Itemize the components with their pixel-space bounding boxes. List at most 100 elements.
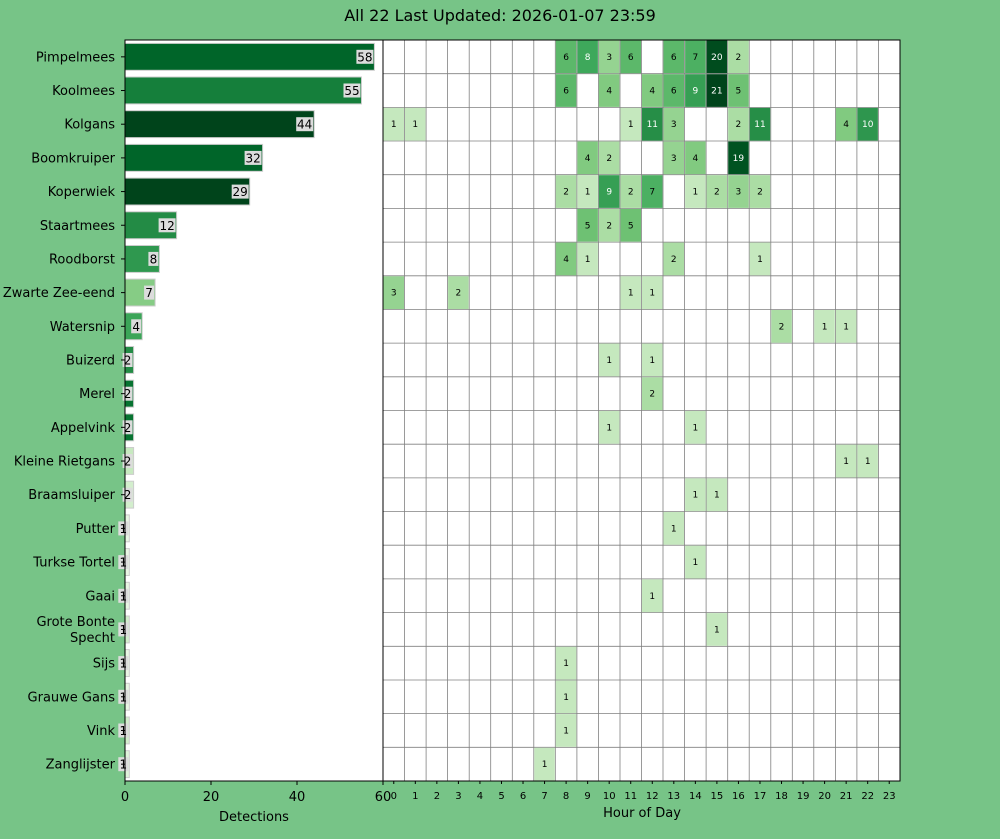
bar [124, 177, 251, 206]
heatmap-cell-value: 7 [693, 53, 699, 63]
species-label: Kleine Rietgans [14, 455, 115, 470]
heatmap-cell-value: 1 [585, 188, 591, 198]
heatmap-cell [685, 40, 706, 74]
heatmap-cell [598, 175, 620, 208]
heatmap-cell [620, 40, 641, 74]
bar-x-axis-label: Detections [219, 810, 289, 825]
species-label: Boomkruiper [31, 151, 115, 166]
bar-count-label: 2 [124, 488, 132, 502]
species-label: Zanglijster [46, 758, 116, 773]
heatmap-cell-value: 11 [754, 120, 765, 130]
heatmap-cell [835, 107, 857, 141]
bar-x-tick-label: 0 [121, 790, 129, 805]
hour-tick-label: 18 [775, 791, 788, 802]
heatmap-cell-value: 21 [711, 87, 722, 97]
heatmap-cell-value: 2 [736, 120, 742, 130]
bar-count-label: 1 [119, 522, 127, 536]
heatmap-cell-value: 1 [563, 693, 569, 703]
heatmap-cell [577, 208, 598, 242]
bar-count-label: 4 [132, 320, 140, 334]
heatmap-cell [555, 74, 577, 107]
bar-count-label-bg [158, 218, 176, 233]
bar-count-label-bg [122, 487, 133, 502]
heatmap-cell-value: 1 [649, 592, 655, 602]
heatmap-cell [749, 107, 771, 141]
bar [124, 110, 315, 139]
heatmap-cell [555, 680, 577, 714]
bar-count-label: 1 [119, 724, 127, 738]
bar-count-label: 55 [344, 84, 359, 98]
bar-count-label-bg [122, 454, 133, 468]
bar-count-label: 32 [245, 151, 260, 165]
axes-layer: Pimpelmees Koolmees Kolgans Boomkruiper Kope… [3, 39, 901, 805]
heatmap-cell [598, 40, 620, 74]
heatmap-cell-value: 2 [606, 221, 612, 231]
heatmap-cell-value: 3 [671, 154, 677, 164]
heatmap-cell-value: 1 [542, 760, 548, 770]
heatmap-cell [642, 377, 663, 410]
heatmap-cell-value: 4 [606, 87, 612, 97]
hour-tick-label: 22 [861, 791, 874, 802]
heatmap-cell [706, 175, 728, 208]
hour-tick-label: 21 [840, 791, 853, 802]
heatmap-cell-value: 6 [628, 53, 634, 63]
bar-x-tick-label: 40 [289, 790, 306, 805]
bar-count-label: 2 [124, 455, 132, 469]
species-label: Koolmees [52, 84, 115, 99]
bar [124, 42, 375, 71]
heatmap-cell-value: 3 [391, 289, 397, 299]
heatmap-cell [706, 613, 728, 646]
heatmap-cell [577, 141, 598, 175]
heatmap-cell-value: 11 [647, 120, 658, 130]
heatmap-plot-frame [382, 39, 901, 782]
heatmap-cell [620, 276, 641, 309]
bar-count-label-bg [148, 251, 159, 266]
bars-layer: 5855443229128742222211111111 [118, 42, 375, 779]
bar-count-label-bg [244, 150, 262, 165]
heatmap-cell [857, 444, 878, 478]
species-label: Braamsluiper [28, 488, 115, 503]
species-label: Watersnip [50, 320, 115, 335]
heatmap-cell-value: 1 [606, 423, 612, 433]
hour-tick-label: 9 [584, 791, 590, 802]
bar-count-label: 1 [119, 589, 127, 603]
heatmap-cell [663, 40, 684, 74]
bar-count-label: 12 [159, 219, 174, 233]
heatmap-cell-value: 1 [649, 289, 655, 299]
heatmap-cell [555, 646, 577, 680]
hour-tick-label: 8 [563, 791, 569, 802]
heatmap-cell [405, 107, 426, 141]
heatmap-cell [383, 107, 404, 141]
hour-tick-label: 6 [520, 791, 526, 802]
species-label: Specht [70, 631, 115, 646]
heatmap-cell [598, 343, 620, 377]
heatmap-cell [448, 276, 469, 309]
species-label: Vink [87, 724, 115, 739]
heatmap-cell [857, 107, 878, 141]
bar-x-tick-label: 60 [375, 790, 392, 805]
heatmap-cell-value: 2 [628, 188, 634, 198]
heatmap-cell [642, 276, 663, 309]
heatmap-cell [685, 175, 706, 208]
heatmap-cell-value: 6 [563, 53, 569, 63]
heatmap-x-axis-label: Hour of Day [603, 806, 681, 821]
heatmap-cell [598, 74, 620, 107]
heatmap-cell [642, 175, 663, 208]
bar-count-label: 2 [124, 387, 132, 401]
species-label: Gaai [85, 589, 115, 604]
heatmap-cell [685, 74, 706, 107]
heatmap-cell [749, 175, 771, 208]
bar-count-label: 2 [124, 354, 132, 368]
species-label: Merel [79, 387, 115, 402]
chart-title: All 22 Last Updated: 2026-01-07 23:59 [344, 6, 656, 25]
heatmap-cell [685, 478, 706, 512]
heatmap-cell [642, 74, 663, 107]
heatmap-cell-value: 19 [733, 154, 745, 164]
heatmap-cell-value: 1 [757, 255, 763, 265]
bar-count-label-bg [343, 83, 361, 98]
bar-count-label-bg [356, 49, 374, 64]
heatmap-cell-value: 10 [862, 120, 874, 130]
heatmap-cell [728, 40, 749, 74]
heatmap-cell-value: 2 [606, 154, 612, 164]
